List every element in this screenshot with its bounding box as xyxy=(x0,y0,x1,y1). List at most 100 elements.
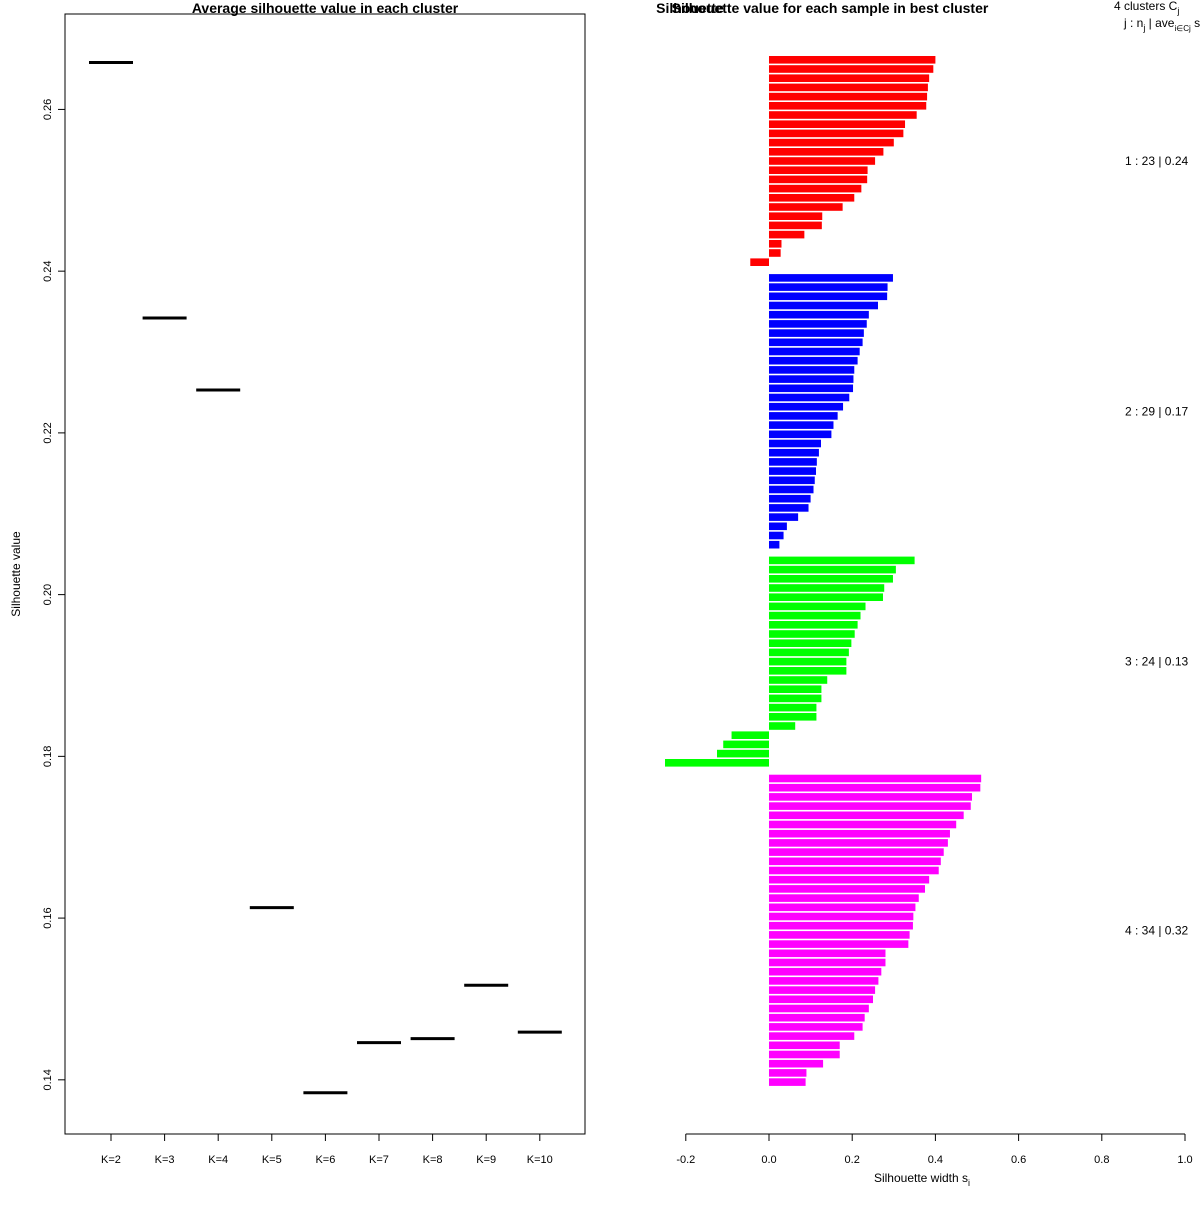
silhouette-bar-cluster-4 xyxy=(769,774,982,783)
average-silhouette-panel: Average silhouette value in each cluster… xyxy=(9,0,586,1166)
silhouette-bar-cluster-4 xyxy=(769,848,944,856)
silhouette-bar-cluster-3 xyxy=(769,575,893,583)
silhouette-bar-cluster-3 xyxy=(769,611,861,620)
right-x-tick-label: 0.0 xyxy=(761,1154,776,1166)
silhouette-bar-cluster-3 xyxy=(769,565,896,574)
right-x-tick-label: 0.8 xyxy=(1094,1154,1109,1166)
legend-line-2-end: s xyxy=(1191,16,1200,30)
legend-line-1-sub: j xyxy=(1176,6,1179,16)
silhouette-bar-cluster-2 xyxy=(769,485,814,494)
left-y-tick-label: 0.14 xyxy=(42,1069,54,1090)
right-x-axis: -0.2 0.0 0.2 0.4 0.6 0.8 1.0 xyxy=(676,1133,1193,1166)
silhouette-bar-cluster-4 xyxy=(769,949,886,958)
silhouette-bar-cluster-4 xyxy=(769,958,886,967)
silhouette-bar-cluster-4 xyxy=(769,967,882,976)
silhouette-bar-cluster-2 xyxy=(769,540,780,549)
silhouette-bar-cluster-2 xyxy=(769,476,815,485)
silhouette-bar-cluster-2 xyxy=(769,439,821,448)
silhouette-bar-cluster-4 xyxy=(769,977,879,985)
right-x-axis-label-subscript: i xyxy=(968,1178,970,1188)
right-x-tick-label: 0.2 xyxy=(845,1154,860,1166)
silhouette-bar-cluster-1 xyxy=(750,258,769,266)
silhouette-bar-cluster-3 xyxy=(769,685,822,693)
silhouette-bar-cluster-2 xyxy=(769,292,888,301)
silhouette-bar-cluster-3 xyxy=(769,621,858,629)
silhouette-bar-cluster-2 xyxy=(769,504,809,512)
silhouette-bar-cluster-3 xyxy=(769,639,852,647)
left-x-tick-label: K=7 xyxy=(369,1154,389,1166)
silhouette-bar-cluster-1 xyxy=(769,102,927,110)
legend-line-2-sub1: j xyxy=(1142,23,1145,33)
silhouette-bar-cluster-1 xyxy=(769,120,906,128)
silhouette-bar-cluster-4 xyxy=(769,839,948,847)
silhouette-bar-cluster-4 xyxy=(769,875,930,884)
silhouette-bar-cluster-4 xyxy=(769,1023,863,1031)
silhouette-bar-cluster-2 xyxy=(769,513,799,521)
silhouette-bar-cluster-2 xyxy=(769,283,888,291)
silhouette-bar-cluster-2 xyxy=(769,301,878,310)
left-y-axis-label: Silhouette value xyxy=(9,531,23,617)
silhouette-bar-cluster-4 xyxy=(769,1059,824,1068)
left-x-tick-label: K=4 xyxy=(208,1154,228,1166)
left-x-tick-label: K=10 xyxy=(527,1154,553,1166)
silhouette-bar-cluster-4 xyxy=(769,903,916,912)
silhouette-bar-cluster-4 xyxy=(769,1004,869,1013)
silhouette-bar-cluster-1 xyxy=(769,83,928,92)
silhouette-bar-cluster-1 xyxy=(769,230,805,239)
cluster-summary-labels: 1 : 23 | 0.24 2 : 29 | 0.17 3 : 24 | 0.13 4… xyxy=(1125,154,1188,937)
legend-line-1-text: 4 clusters C xyxy=(1114,0,1178,13)
legend-line-2-sub2: i∈Cj xyxy=(1174,24,1191,33)
silhouette-bar-cluster-1 xyxy=(769,129,904,138)
silhouette-bar-cluster-2 xyxy=(769,421,834,429)
silhouette-bar-cluster-1 xyxy=(769,203,843,211)
silhouette-bar-cluster-4 xyxy=(769,1032,855,1040)
silhouette-bar-cluster-3 xyxy=(769,676,828,684)
left-x-axis: K=2 K=3 K=4 K=5 K=6 K=7 K=8 K=9 K=10 xyxy=(101,1133,553,1166)
silhouette-bar-cluster-2 xyxy=(769,375,854,383)
silhouette-bar-cluster-3 xyxy=(769,722,796,730)
silhouette-bar-cluster-2 xyxy=(769,274,893,282)
right-x-axis-label: Silhouette width si xyxy=(874,1171,970,1188)
silhouette-bar-cluster-4 xyxy=(769,1013,865,1022)
silhouette-bar-cluster-4 xyxy=(769,802,971,810)
left-x-tick-label: K=2 xyxy=(101,1154,121,1166)
silhouette-bar-cluster-2 xyxy=(769,384,854,393)
silhouette-bar-cluster-3 xyxy=(769,694,822,703)
silhouette-bar-cluster-3 xyxy=(769,602,866,611)
silhouette-bar-cluster-1 xyxy=(769,157,876,165)
silhouette-bar-cluster-2 xyxy=(769,329,864,337)
silhouette-bar-cluster-1 xyxy=(769,92,928,101)
silhouette-bar-cluster-4 xyxy=(769,811,964,820)
silhouette-bar-cluster-3 xyxy=(769,584,885,592)
left-x-tick-label: K=5 xyxy=(262,1154,282,1166)
silhouette-bar-cluster-1 xyxy=(769,166,868,174)
silhouette-bar-cluster-4 xyxy=(769,995,873,1004)
silhouette-bar-cluster-3 xyxy=(769,713,817,721)
silhouette-bar-cluster-4 xyxy=(769,793,973,801)
silhouette-bar-cluster-2 xyxy=(769,412,838,420)
silhouette-bar-cluster-1 xyxy=(769,212,823,220)
legend-line-2-text: j : n xyxy=(1123,16,1143,30)
silhouette-bar-cluster-2 xyxy=(769,347,860,356)
left-plot-frame xyxy=(64,13,586,1135)
right-x-tick-label: 0.4 xyxy=(928,1154,943,1166)
right-chart-title: Silhouette value for each sample in best… xyxy=(672,0,989,16)
silhouette-bar-cluster-2 xyxy=(769,522,787,531)
left-y-tick-label: 0.18 xyxy=(42,746,54,767)
average-silhouette-marks xyxy=(89,61,562,1095)
silhouette-bar-cluster-1 xyxy=(769,194,855,202)
silhouette-bar-cluster-2 xyxy=(769,448,819,457)
silhouette-bar-cluster-1 xyxy=(769,138,894,147)
silhouette-bar-cluster-1 xyxy=(769,240,782,248)
left-y-tick-label: 0.16 xyxy=(42,907,54,928)
silhouette-bar-cluster-2 xyxy=(769,338,863,347)
silhouette-bar-cluster-1 xyxy=(769,56,936,64)
silhouette-bar-cluster-3 xyxy=(769,667,847,675)
silhouette-bar-cluster-4 xyxy=(769,1050,840,1059)
silhouette-bar-cluster-1 xyxy=(769,249,781,257)
silhouette-bar-cluster-3 xyxy=(769,593,883,601)
silhouette-bar-cluster-2 xyxy=(769,467,817,475)
silhouette-bar-cluster-1 xyxy=(769,65,934,73)
left-y-tick-label: 0.22 xyxy=(42,422,54,443)
